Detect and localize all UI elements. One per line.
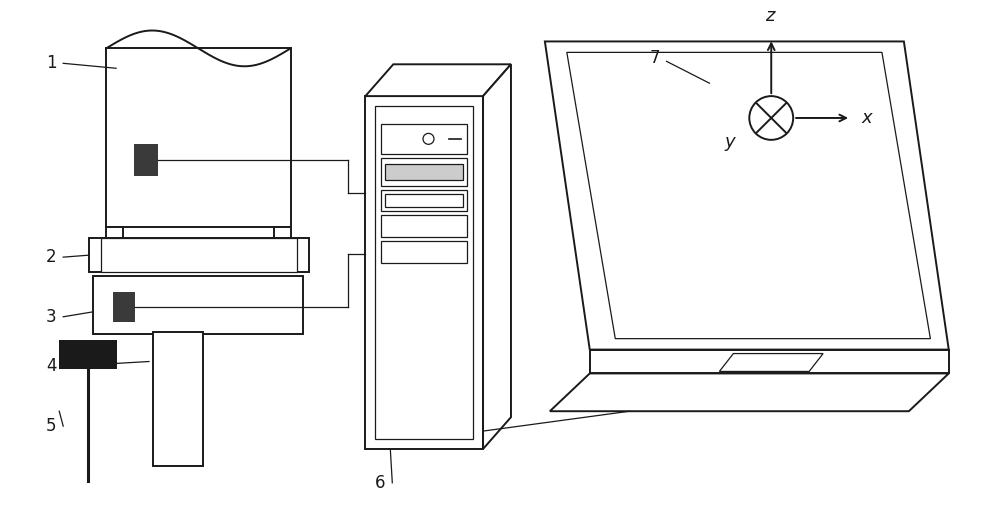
Bar (153, 332, 203, 466)
Text: $x$: $x$ (861, 109, 874, 127)
Bar (375, 106, 473, 439)
Polygon shape (719, 354, 823, 371)
Polygon shape (567, 52, 930, 338)
Circle shape (423, 134, 434, 144)
Bar (385, 194, 463, 207)
Bar (101, 238, 297, 272)
Text: $y$: $y$ (724, 135, 737, 153)
Text: 5: 5 (46, 417, 56, 435)
Bar (385, 164, 463, 180)
Text: 4: 4 (46, 357, 56, 375)
Bar (113, 292, 135, 322)
Polygon shape (545, 41, 949, 350)
Polygon shape (590, 350, 949, 373)
Text: 6: 6 (375, 474, 386, 492)
Polygon shape (365, 65, 511, 96)
Circle shape (749, 96, 793, 140)
Polygon shape (550, 373, 949, 411)
Bar (106, 49, 291, 227)
Text: 1: 1 (46, 54, 57, 72)
Bar (365, 96, 483, 449)
Bar (381, 189, 467, 211)
Bar (381, 241, 467, 263)
Bar (89, 238, 309, 272)
Bar (381, 158, 467, 185)
Bar (59, 339, 117, 370)
Text: $z$: $z$ (765, 7, 777, 25)
Text: 3: 3 (46, 308, 57, 326)
Polygon shape (483, 65, 511, 449)
Bar (93, 276, 303, 334)
Bar (106, 227, 123, 245)
Text: 7: 7 (649, 49, 660, 68)
Bar (134, 144, 158, 176)
Bar (381, 124, 467, 154)
Text: 2: 2 (46, 248, 57, 266)
Bar (274, 227, 291, 245)
Bar (381, 216, 467, 237)
